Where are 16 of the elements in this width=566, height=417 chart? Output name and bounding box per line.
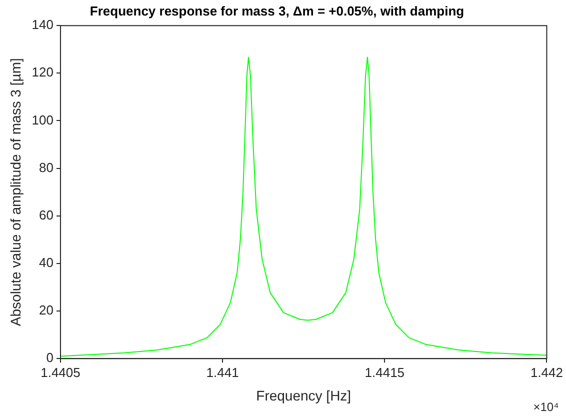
- x-tick-label: 1.441: [206, 364, 239, 380]
- y-axis-title: Absolute value of amplitude of mass 3 [µm]: [7, 58, 24, 326]
- y-tick-label: 140: [32, 17, 54, 32]
- y-tick-label: 120: [32, 64, 54, 80]
- y-tick-label: 0: [46, 350, 54, 366]
- y-tick-label: 100: [32, 112, 54, 128]
- x-axis-title: Frequency [Hz]: [256, 387, 352, 404]
- y-tick-label: 80: [39, 160, 54, 175]
- x-tick-label: 1.4415: [364, 364, 405, 380]
- text: ×10⁴: [533, 400, 559, 414]
- y-tick-label: 60: [39, 207, 54, 222]
- x-tick-label: 1.442: [530, 364, 564, 380]
- y-tick-label: 40: [39, 255, 54, 270]
- chart-title: Frequency response for mass 3, Δm = +0.05%, with damping: [90, 3, 464, 18]
- x-tick-label: 1.4405: [40, 364, 80, 380]
- y-tick-label: 20: [39, 302, 54, 318]
